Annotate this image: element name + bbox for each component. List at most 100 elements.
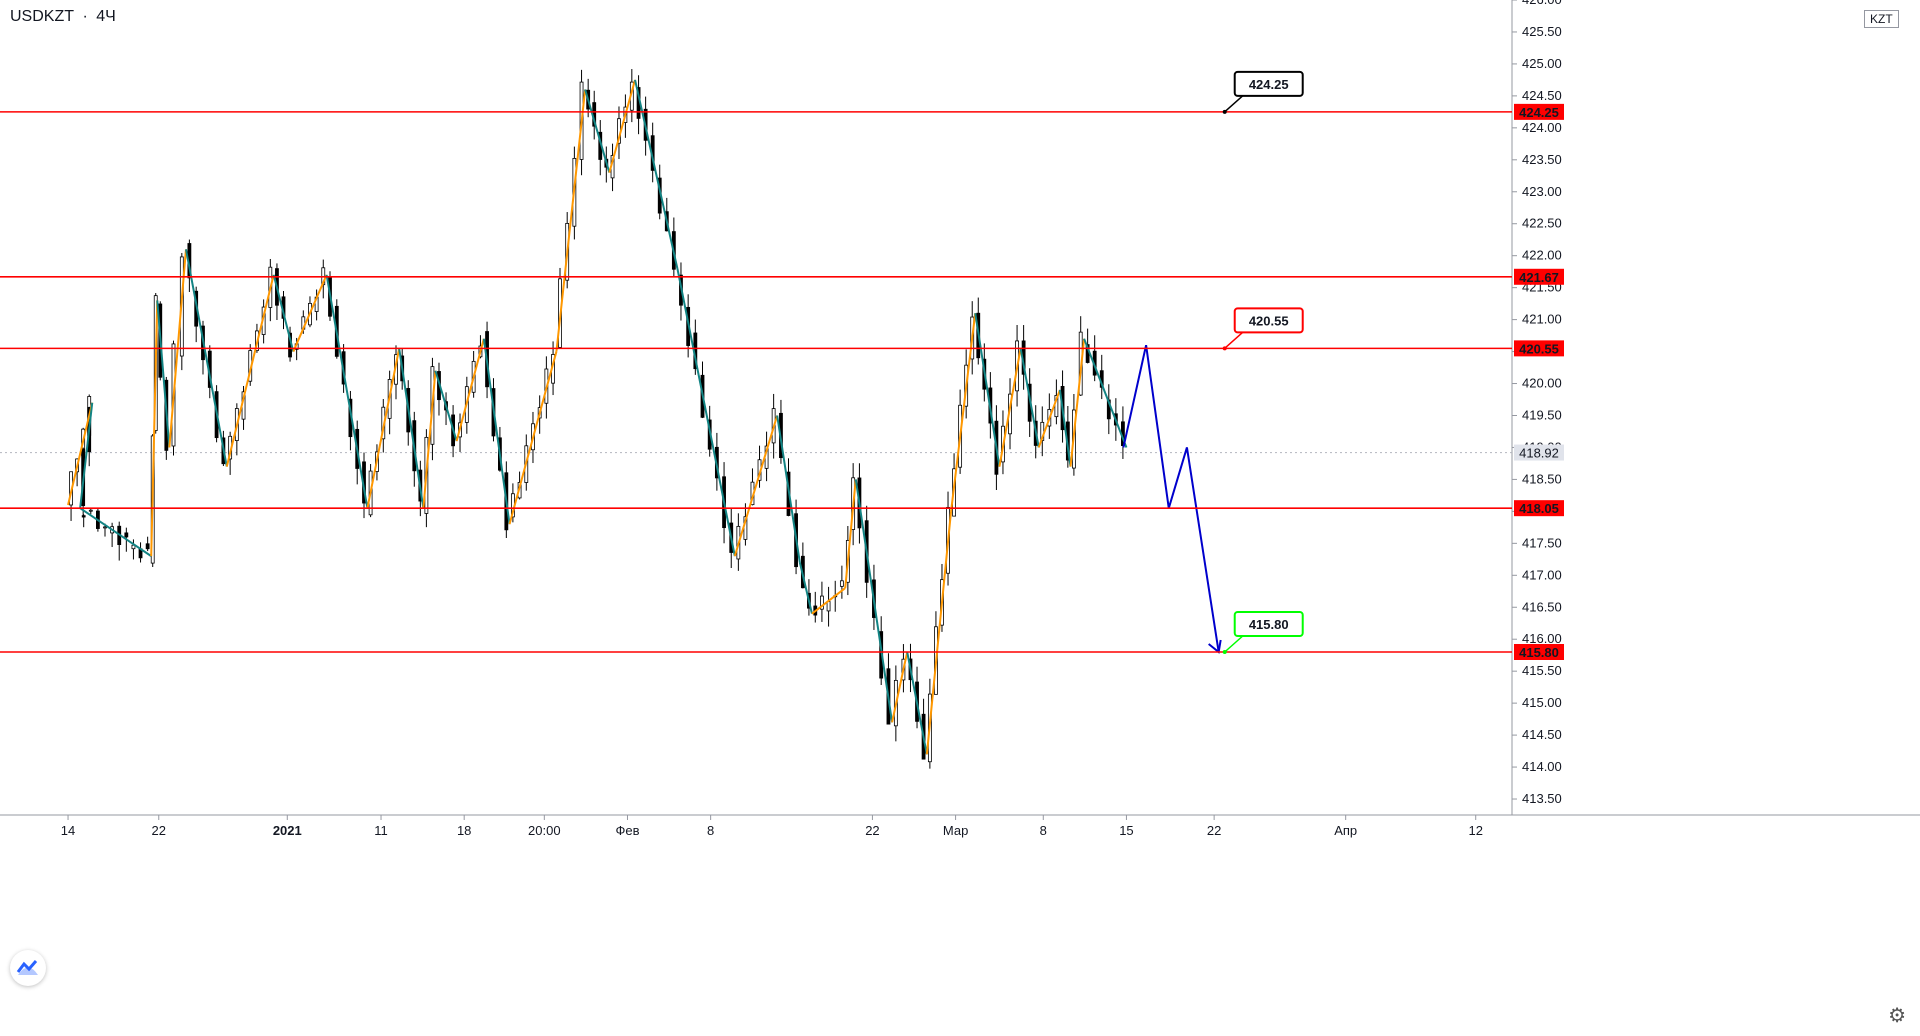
y-tick-label: 422.00 (1522, 248, 1562, 263)
x-tick-label: 18 (457, 823, 471, 838)
y-tick-label: 423.50 (1522, 152, 1562, 167)
y-tick-label: 413.50 (1522, 791, 1562, 806)
y-tick-label: 425.50 (1522, 24, 1562, 39)
callout-anchor (1222, 650, 1227, 654)
gear-icon[interactable]: ⚙ (1888, 1005, 1906, 1027)
tradingview-logo-icon[interactable] (10, 950, 46, 986)
callout-label: 420.55 (1249, 313, 1289, 328)
level-price-label: 418.05 (1519, 501, 1559, 516)
x-tick-label: 15 (1119, 823, 1133, 838)
zigzag-down-segment (906, 651, 928, 755)
callout-anchor (1222, 346, 1227, 351)
zigzag-up-segment (950, 313, 977, 512)
x-tick-label: 8 (707, 823, 714, 838)
level-price-badge (1514, 500, 1564, 517)
zigzag-up-segment (1037, 389, 1061, 448)
zigzag-up-segment (555, 89, 587, 352)
zigzag-down-segment (79, 507, 152, 557)
candle-body (88, 509, 93, 512)
candle-body (839, 580, 844, 587)
x-tick-label: 20:00 (528, 823, 561, 838)
zigzag-down-segment (398, 348, 425, 509)
callout-pointer (1224, 331, 1244, 349)
level-price-badge (1514, 340, 1564, 357)
zigzag-up-segment (891, 651, 909, 723)
separator: · (82, 8, 88, 25)
zigzag-down-segment (272, 274, 295, 352)
zigzag-up-segment (508, 351, 558, 525)
x-tick-label: 22 (865, 823, 879, 838)
zigzag-down-segment (79, 402, 94, 509)
x-tick-label: 12 (1468, 823, 1482, 838)
projection-path (1122, 344, 1220, 653)
y-tick-label: 423.00 (1522, 184, 1562, 199)
zigzag-down-segment (634, 79, 679, 269)
candle-body (81, 515, 86, 518)
level-price-badge (1514, 268, 1564, 285)
zigzag-up-segment (1069, 338, 1086, 467)
candle-body (826, 601, 831, 612)
level-price-badge (1514, 644, 1564, 660)
x-tick-label: Апр (1334, 823, 1357, 838)
zigzag-down-segment (434, 370, 458, 442)
candle-body (145, 543, 150, 550)
y-tick-label: 419.50 (1522, 407, 1562, 422)
zigzag-down-segment (325, 274, 369, 509)
zigzag-up-segment (925, 511, 953, 755)
chart-header: USDKZT · 4Ч (10, 8, 120, 26)
interval-label[interactable]: 4Ч (96, 8, 116, 25)
y-tick-label: 420.00 (1522, 376, 1562, 391)
zigzag-up-segment (844, 479, 857, 589)
y-tick-label: 415.00 (1522, 695, 1562, 710)
projection-arrowhead (1208, 639, 1222, 654)
zigzag-down-segment (482, 338, 511, 525)
y-tick-label: 426.00 (1522, 0, 1562, 7)
candle-body (103, 526, 107, 529)
y-tick-label: 416.50 (1522, 599, 1562, 614)
current-price-label: 418.92 (1519, 446, 1559, 461)
x-tick-label: 14 (61, 823, 75, 838)
zigzag-up-segment (225, 274, 275, 467)
callout-box (1233, 70, 1304, 97)
zigzag-up-segment (67, 402, 94, 506)
currency-unit-badge[interactable]: KZT (1864, 10, 1899, 28)
symbol-label[interactable]: USDKZT (10, 8, 74, 25)
level-price-badge (1514, 103, 1564, 120)
zigzag-down-segment (676, 268, 736, 557)
y-tick-label: 414.00 (1522, 759, 1562, 774)
zigzag-up-segment (150, 300, 159, 557)
zigzag-down-segment (184, 249, 228, 467)
zigzag-down-segment (1083, 338, 1128, 448)
current-price-badge (1514, 444, 1564, 461)
x-tick-label: 2021 (273, 823, 302, 838)
zigzag-up-segment (998, 348, 1022, 467)
x-tick-label: 22 (1207, 823, 1221, 838)
zigzag-down-segment (156, 300, 171, 448)
level-price-label: 424.25 (1519, 105, 1559, 120)
callout-box (1233, 611, 1304, 637)
callout-pointer (1224, 635, 1244, 653)
y-tick-label: 421.00 (1522, 312, 1562, 327)
level-price-label: 421.67 (1519, 270, 1559, 285)
y-tick-label: 418.50 (1522, 471, 1562, 486)
zigzag-up-segment (292, 274, 328, 352)
x-tick-label: Мар (943, 823, 968, 838)
callout-pointer (1224, 95, 1244, 113)
zigzag-down-segment (798, 562, 813, 614)
x-tick-label: 22 (152, 823, 166, 838)
zigzag-up-segment (811, 587, 846, 615)
callout-label: 415.80 (1249, 617, 1289, 632)
y-tick-label: 417.50 (1522, 535, 1562, 550)
zigzag-down-segment (1019, 348, 1040, 448)
zigzag-down-segment (854, 479, 894, 723)
y-tick-label: 417.00 (1522, 567, 1562, 582)
zigzag-down-segment (974, 313, 1001, 467)
zigzag-up-segment (366, 348, 401, 509)
zigzag-down-segment (776, 415, 801, 563)
x-tick-label: 8 (1040, 823, 1047, 838)
y-tick-label: 424.00 (1522, 120, 1562, 135)
y-tick-label: 422.50 (1522, 216, 1562, 231)
y-tick-label: 425.00 (1522, 56, 1562, 71)
y-tick-label: 424.50 (1522, 88, 1562, 103)
